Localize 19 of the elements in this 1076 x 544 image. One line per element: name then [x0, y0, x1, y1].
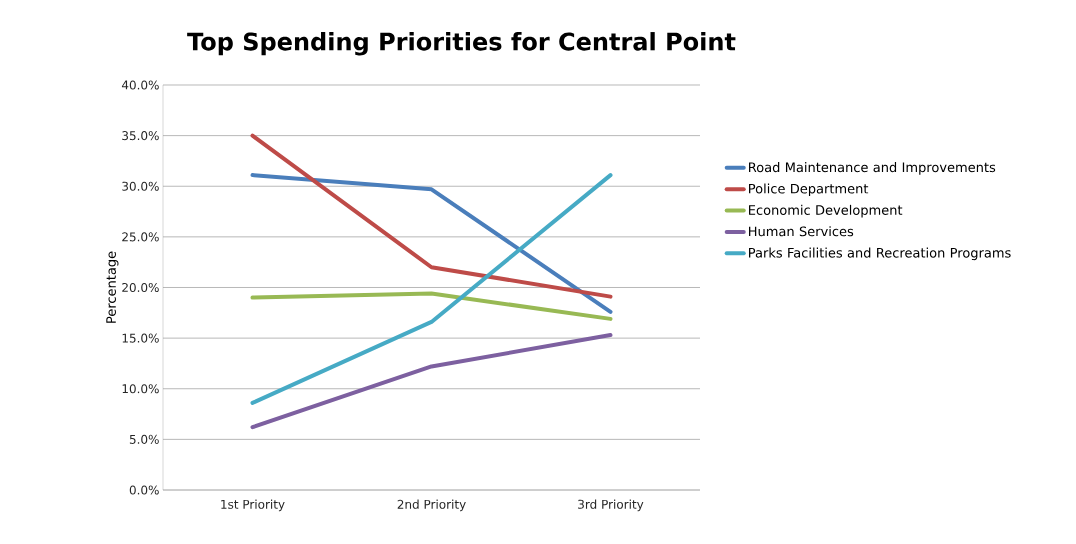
- y-tick-label: 30.0%: [122, 181, 159, 191]
- x-tick-label: 2nd Priority: [397, 499, 466, 512]
- chart-title: Top Spending Priorities for Central Point: [187, 32, 736, 56]
- legend-label: Economic Development: [749, 204, 903, 218]
- y-tick-label: 15.0%: [122, 333, 159, 343]
- legend-label: Road Maintenance and Improvements: [749, 162, 996, 175]
- legend-label: Parks Facilities and Recreation Programs: [749, 247, 1011, 261]
- y-tick-label: 0.0%: [129, 485, 159, 495]
- legend-label: Human Services: [749, 226, 854, 237]
- x-tick-label: 3rd Priority: [578, 499, 644, 512]
- y-tick-label: 40.0%: [121, 80, 159, 90]
- y-tick-label: 25.0%: [122, 232, 159, 242]
- y-axis-title: Percentage: [106, 251, 119, 323]
- y-tick-label: 20.0%: [122, 282, 159, 293]
- y-tick-label: 10.0%: [122, 384, 159, 394]
- legend-label: Police Department: [749, 183, 869, 197]
- x-tick-label: 1st Priority: [221, 499, 285, 512]
- y-tick-label: 5.0%: [129, 434, 159, 444]
- y-tick-label: 35.0%: [122, 131, 159, 141]
